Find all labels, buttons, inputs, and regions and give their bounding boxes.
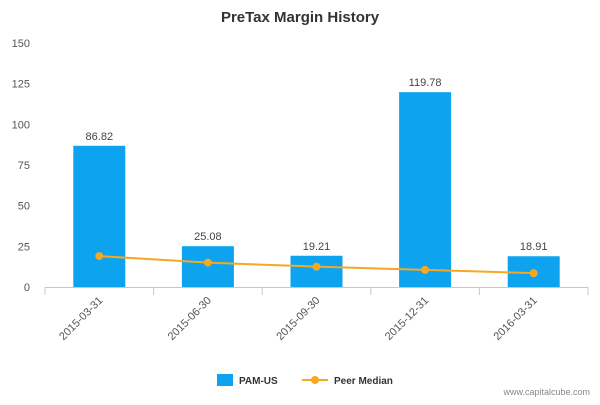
x-tick-label: 2016-03-31 [492, 295, 540, 343]
bar [290, 255, 343, 287]
bar-data-label: 25.08 [194, 231, 222, 243]
x-tick-label: 2015-09-30 [274, 295, 322, 343]
y-tick-label: 100 [12, 119, 30, 131]
legend-marker-peer-median [311, 376, 319, 384]
legend-label-pam-us: PAM-US [239, 376, 278, 387]
line-series [95, 252, 538, 278]
y-tick-label: 25 [18, 241, 30, 253]
legend-swatch-pam-us [217, 374, 233, 386]
x-tick-label: 2015-12-31 [383, 295, 431, 343]
y-axis: 0 25 50 75 100 125 150 [12, 38, 30, 294]
peer-median-point [203, 258, 212, 267]
legend-label-peer-median: Peer Median [334, 376, 393, 387]
legend: PAM-US Peer Median [217, 374, 393, 387]
x-tick-label: 2015-06-30 [166, 295, 214, 343]
peer-median-point [95, 252, 104, 261]
bar-series: 86.82 25.08 19.21 119.78 18.91 [73, 77, 560, 287]
y-tick-label: 125 [12, 79, 30, 91]
chart-title: PreTax Margin History [221, 9, 380, 26]
y-tick-label: 50 [18, 201, 30, 213]
y-tick-label: 75 [18, 160, 30, 172]
bar-data-label: 18.91 [520, 241, 548, 253]
bar [73, 145, 126, 287]
bar-data-label: 86.82 [86, 131, 114, 143]
x-axis: 2015-03-31 2015-06-30 2015-09-30 2015-12-31… [44, 287, 589, 343]
peer-median-point [529, 269, 538, 278]
peer-median-point [312, 262, 321, 271]
peer-median-point [421, 265, 430, 274]
bar [399, 92, 452, 287]
y-tick-label: 0 [24, 282, 30, 294]
x-tick-label: 2015-03-31 [57, 295, 105, 343]
credit-text: www.capitalcube.com [502, 387, 590, 397]
bar [181, 246, 234, 287]
bar-data-label: 119.78 [409, 77, 442, 89]
bar-data-label: 19.21 [303, 241, 331, 253]
y-tick-label: 150 [12, 38, 30, 50]
